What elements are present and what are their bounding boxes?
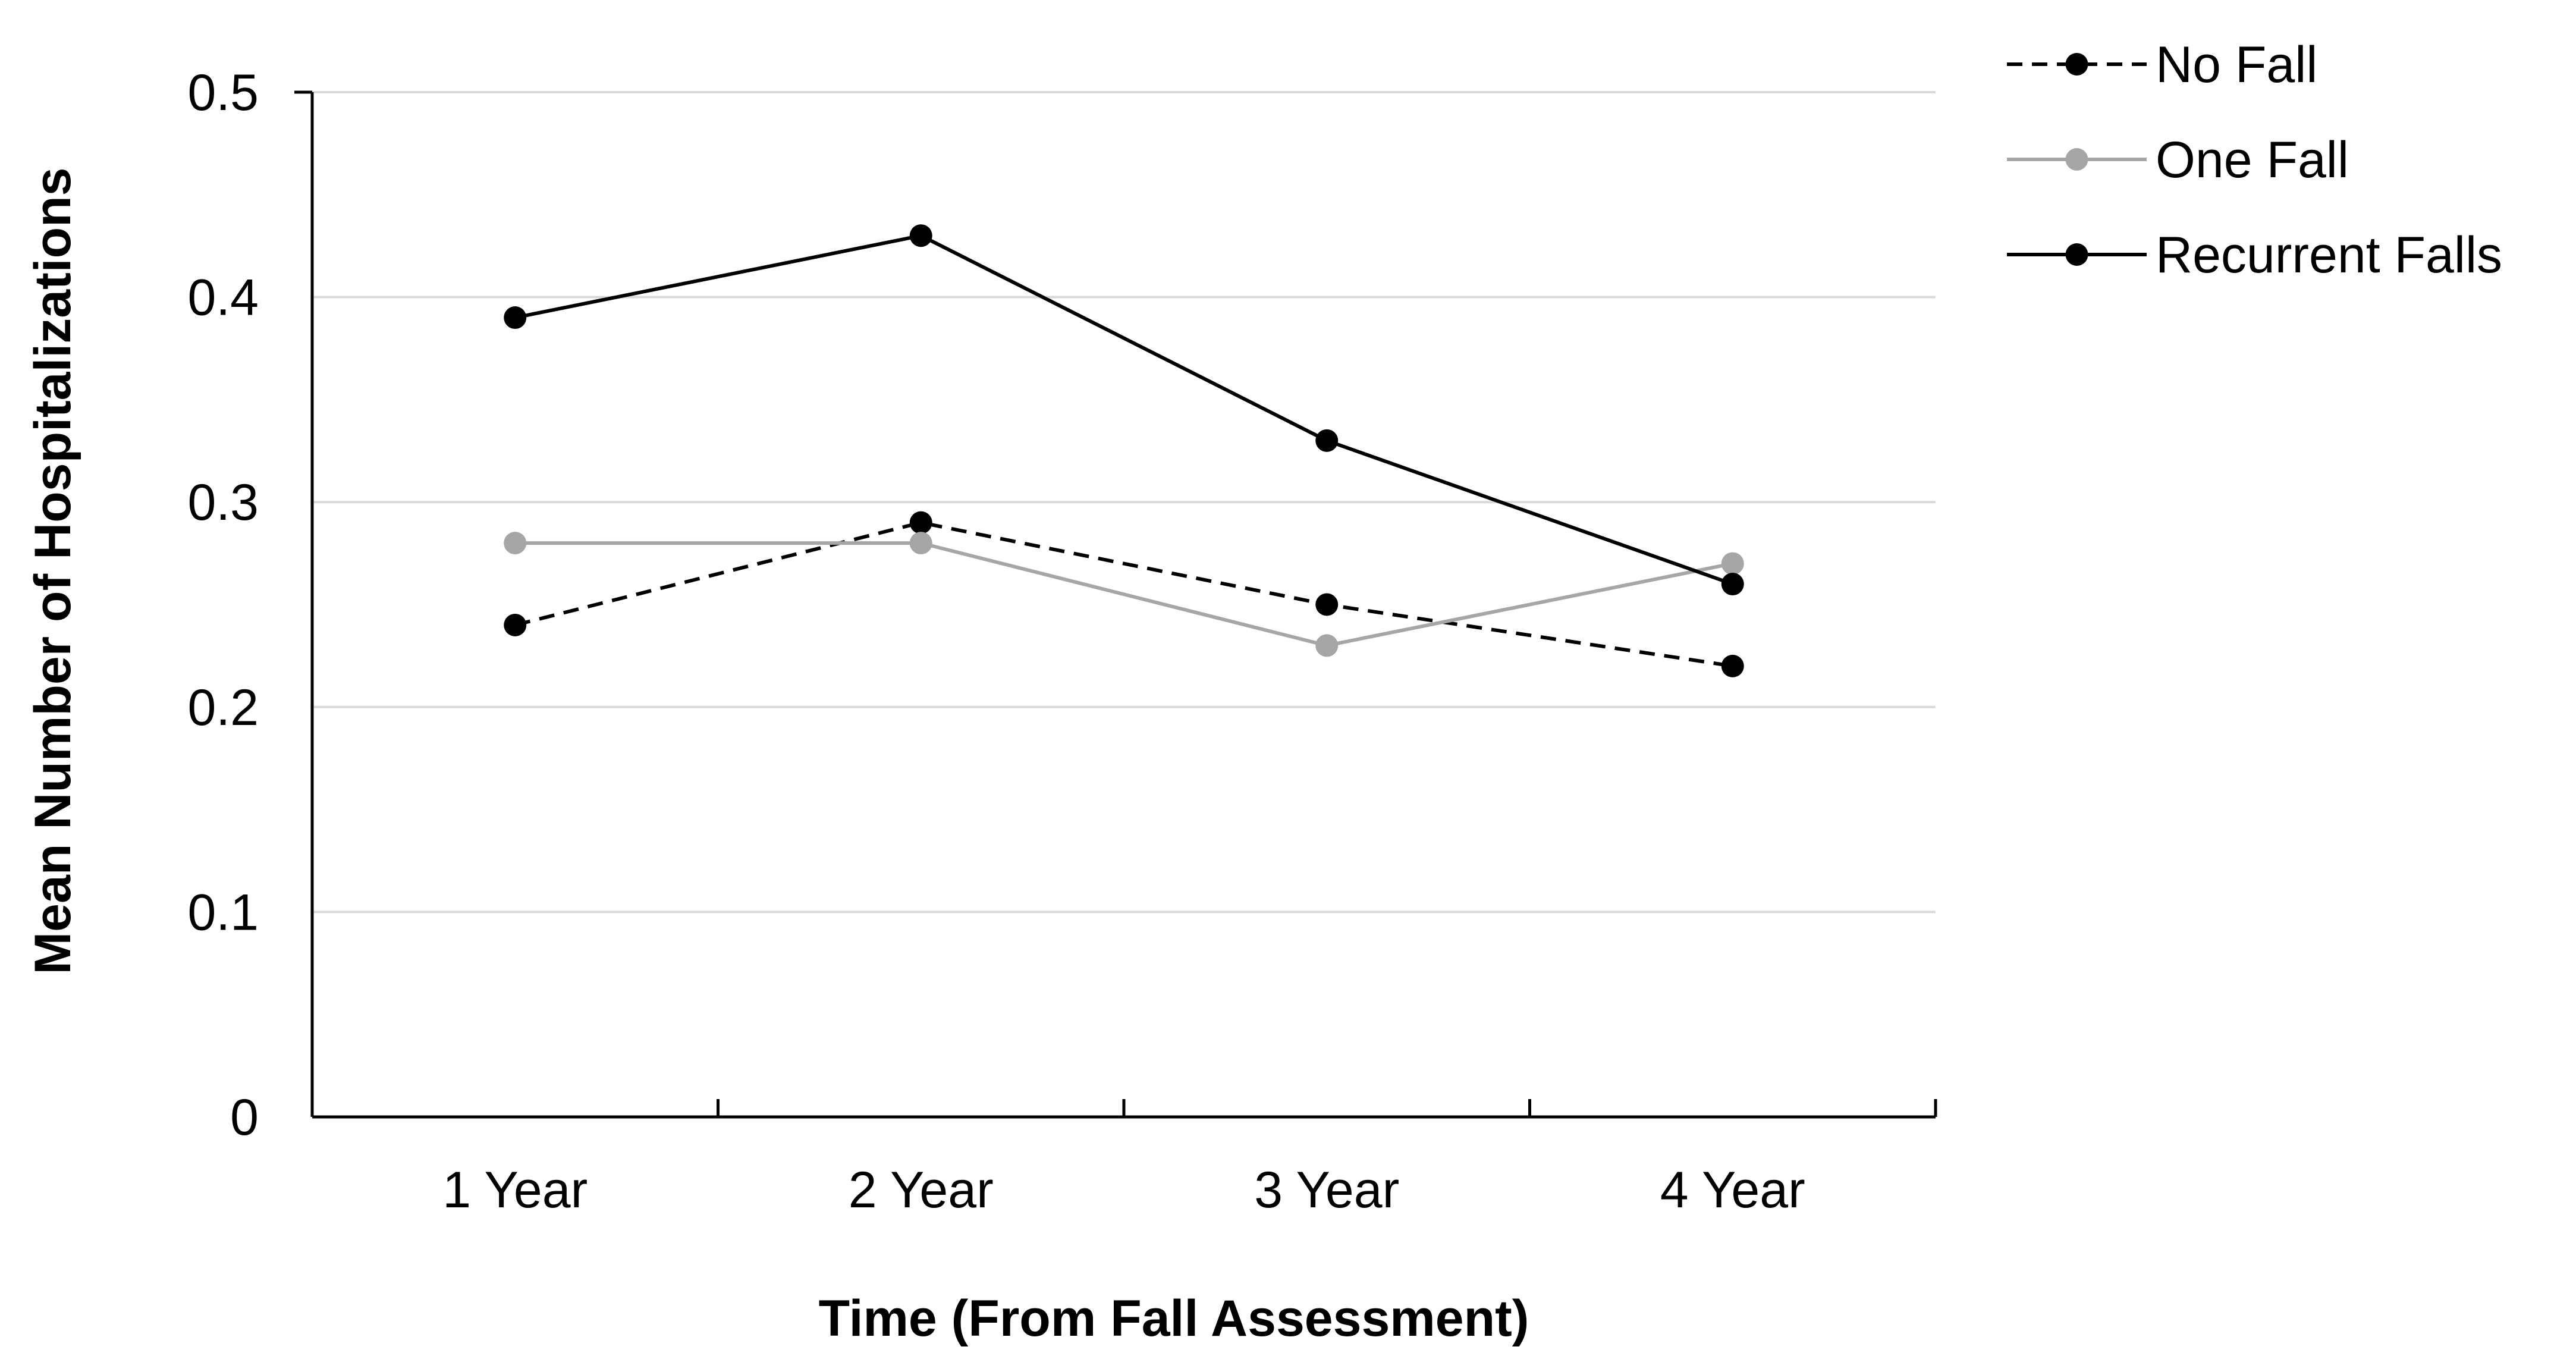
legend-marker — [2065, 53, 2088, 76]
legend: No Fall One Fall Recurrent Falls — [2007, 36, 2502, 284]
data-point — [504, 613, 527, 636]
tick-labels: 0 0.1 0.2 0.3 0.4 0.5 1 Year 2 Year 3 Year 4 Year — [187, 64, 1805, 1219]
data-point — [1315, 429, 1339, 452]
series-one-fall — [504, 532, 1744, 657]
legend-label: No Fall — [2156, 36, 2317, 93]
x-tick-label: 2 Year — [849, 1162, 994, 1219]
legend-label: One Fall — [2156, 131, 2349, 189]
series-no-fall — [504, 511, 1744, 677]
gridlines — [312, 91, 1936, 914]
series-line — [514, 234, 1733, 586]
x-tick-label: 4 Year — [1660, 1162, 1805, 1219]
y-axis-title: Mean Number of Hospitalizations — [24, 167, 81, 974]
x-tick-label: 1 Year — [442, 1162, 588, 1219]
data-point — [909, 224, 932, 247]
data-point — [1315, 634, 1339, 657]
series-line — [515, 541, 1733, 648]
data-series — [504, 224, 1744, 677]
data-point — [504, 306, 527, 329]
legend-label: Recurrent Falls — [2156, 227, 2502, 284]
series-line — [514, 520, 1733, 668]
data-point — [504, 532, 527, 555]
y-tick-label: 0 — [230, 1089, 259, 1146]
data-point — [1315, 593, 1339, 616]
data-point — [1721, 573, 1744, 596]
axes — [294, 90, 1937, 1119]
y-tick-label: 0.3 — [187, 474, 259, 531]
y-tick-label: 0.1 — [187, 884, 259, 941]
x-tick-label: 3 Year — [1254, 1162, 1399, 1219]
data-point — [1721, 552, 1744, 575]
y-tick-label: 0.5 — [187, 64, 259, 121]
y-tick-label: 0.2 — [187, 679, 259, 736]
legend-marker — [2065, 148, 2088, 171]
x-axis-title: Time (From Fall Assessment) — [819, 1290, 1529, 1347]
data-point — [909, 532, 932, 555]
y-tick-label: 0.4 — [187, 269, 259, 327]
series-recurrent-falls — [504, 224, 1744, 596]
data-point — [909, 511, 932, 534]
legend-marker — [2065, 243, 2088, 266]
data-point — [1721, 654, 1744, 677]
